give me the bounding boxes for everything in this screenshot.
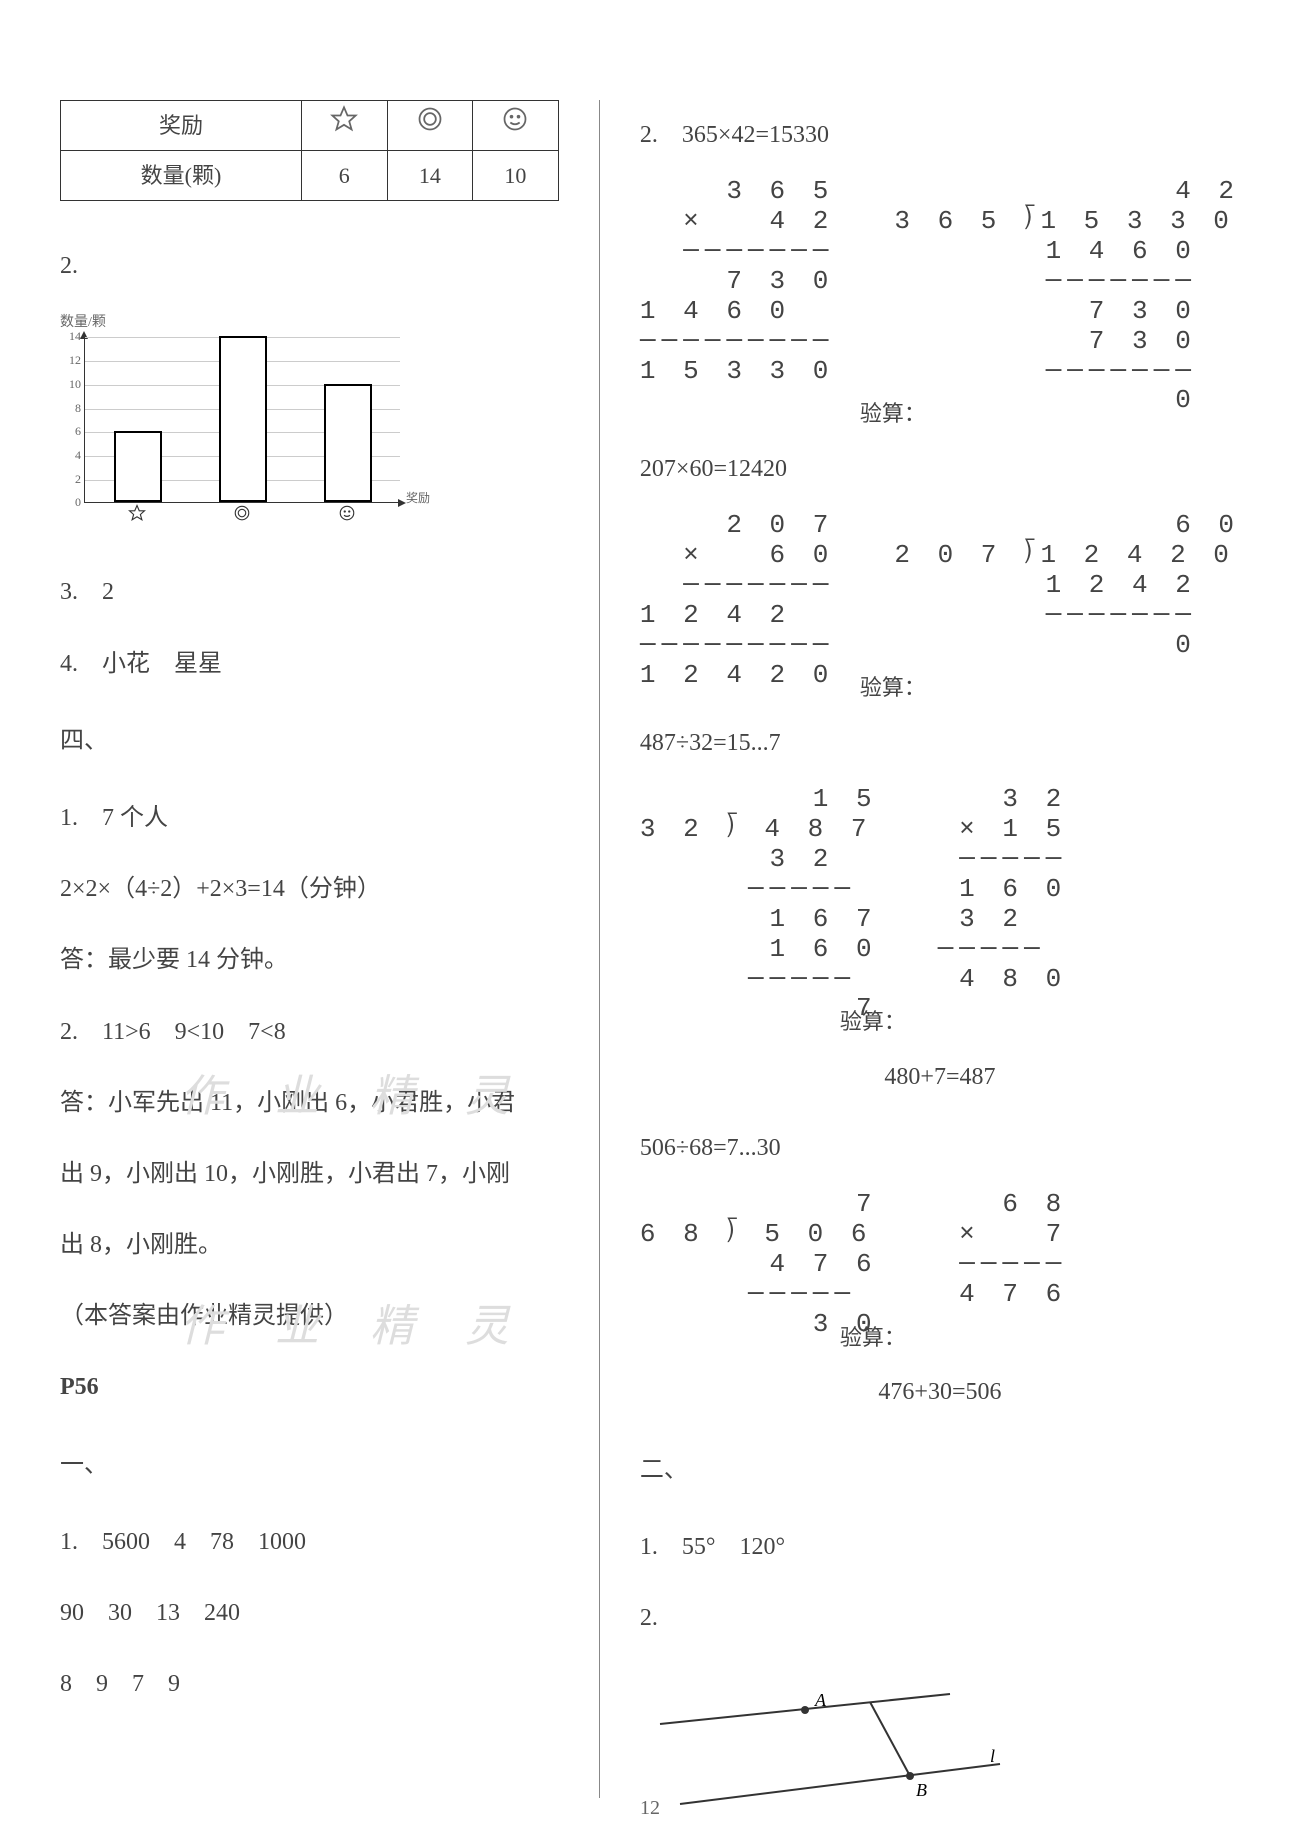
ytick: 10: [59, 374, 81, 396]
check-label-3: 验算：: [840, 1002, 1240, 1042]
smile-icon: [338, 494, 356, 537]
reward-table: 奖励 数量(颗) 6 14 10: [60, 100, 559, 201]
calc-mul32x15: 3 2 × 1 5 ───── 1 6 0 3 2 ───── 4 8 0: [938, 785, 1068, 994]
ytick: 6: [59, 421, 81, 443]
right-column: 2. 365×42=15330 3 6 5 × 4 2 ─────── 7 3 …: [630, 100, 1240, 1798]
line-l-label: l: [990, 1746, 995, 1766]
reward-val-2: 10: [473, 151, 559, 201]
bar: [114, 431, 162, 502]
star-icon: [128, 494, 146, 537]
reward-row2-label: 数量(颗): [61, 151, 302, 201]
section-4: 四、: [60, 720, 569, 763]
ytick: 4: [59, 445, 81, 467]
q4-1a: 1. 7 个人: [60, 797, 569, 840]
q3: 3. 2: [60, 571, 569, 614]
q4-2a: 2. 11>6 9<10 7<8: [60, 1011, 569, 1054]
q4-1b: 2×2×（4÷2）+2×3=14（分钟）: [60, 868, 569, 911]
ytick: 14: [59, 327, 81, 349]
ytick: 2: [59, 469, 81, 491]
ytick: 12: [59, 350, 81, 372]
reward-row1-label: 奖励: [61, 101, 302, 151]
bar-chart: 数量/颗 02468101214 奖励: [60, 310, 569, 527]
reward-val-1: 14: [387, 151, 473, 201]
q4-1c: 答：最少要 14 分钟。: [60, 939, 569, 982]
ytick: 8: [59, 398, 81, 420]
left-column: 奖励 数量(颗) 6 14 10 2. 数量/颗: [60, 100, 600, 1798]
section-2: 二、: [640, 1449, 1240, 1492]
s1-1: 1. 5600 4 78 1000: [60, 1521, 569, 1564]
s2-1: 1. 55° 120°: [640, 1526, 1240, 1569]
q4-2d: 出 8，小刚胜。: [60, 1224, 569, 1267]
r2c-check: 480+7=487: [640, 1056, 1240, 1099]
calc-div12420: 6 0 2 0 7 ⟌1 2 4 2 0 1 2 4 2 ─────── 0: [894, 511, 1240, 660]
bar: [219, 336, 267, 502]
ytick: 0: [59, 493, 81, 515]
s1-3: 8 9 7 9: [60, 1663, 569, 1706]
section-1: 一、: [60, 1444, 569, 1487]
r2b: 207×60=12420: [640, 448, 1240, 491]
q4: 4. 小花 星星: [60, 643, 569, 686]
chart-ylabel: 数量/颗: [60, 310, 569, 335]
q2-label: 2.: [60, 245, 569, 288]
point-a-label: A: [814, 1690, 827, 1710]
gear-circle-icon: [387, 101, 473, 151]
s2-2: 2.: [640, 1597, 1240, 1640]
r2d: 506÷68=7...30: [640, 1127, 1240, 1170]
calc-div487: 1 5 3 2 ⟌ 4 8 7 3 2 ───── 1 6 7 1 6 0 ──…: [640, 785, 878, 1024]
r2: 2. 365×42=15330: [640, 114, 1240, 157]
point-b-label: B: [916, 1780, 927, 1800]
calc-mul68x7: 6 8 × 7 ───── 4 7 6: [938, 1190, 1068, 1310]
smile-icon: [473, 101, 559, 151]
p56: P56: [60, 1366, 569, 1409]
gear-circle-icon: [233, 494, 251, 537]
calc-mul207: 2 0 7 × 6 0 ─────── 1 2 4 2 ───────── 1 …: [640, 511, 834, 690]
star-icon: [301, 101, 387, 151]
s1-2: 90 30 13 240: [60, 1592, 569, 1635]
r2d-check: 476+30=506: [640, 1371, 1240, 1414]
q4-2c: 出 9，小刚出 10，小刚胜，小君出 7，小刚: [60, 1153, 569, 1196]
chart-xlabel: 奖励: [406, 488, 430, 510]
check-label-4: 验算：: [840, 1318, 1240, 1358]
bar: [324, 384, 372, 503]
reward-val-0: 6: [301, 151, 387, 201]
line-diagram: A B l: [640, 1664, 1020, 1824]
check-label-1: 验算：: [860, 394, 1240, 434]
calc-mul365: 3 6 5 × 4 2 ─────── 7 3 0 1 4 6 0 ──────…: [640, 177, 834, 386]
credit: （本答案由作业精灵提供）: [60, 1295, 569, 1338]
q4-2b: 答：小军先出 11，小刚出 6，小君胜，小君: [60, 1082, 569, 1125]
check-label-2: 验算：: [860, 668, 1240, 708]
r2c: 487÷32=15...7: [640, 722, 1240, 765]
page-number: 12: [640, 1797, 660, 1820]
calc-div15330: 4 2 3 6 5 ⟌1 5 3 3 0 1 4 6 0 ─────── 7 3…: [894, 177, 1240, 416]
